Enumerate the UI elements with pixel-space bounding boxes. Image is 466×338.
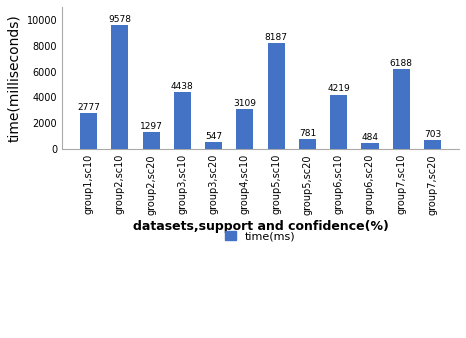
Text: 4219: 4219 [327,84,350,93]
Bar [143,148,160,149]
Bar [205,142,222,149]
Bar [392,148,410,149]
Text: 703: 703 [424,130,441,139]
Y-axis label: time(milliseconds): time(milliseconds) [7,14,21,142]
Text: 8187: 8187 [265,33,288,42]
Bar [236,148,254,149]
Bar [361,143,378,149]
Bar [361,148,378,149]
Bar [424,140,441,149]
Bar [143,132,160,149]
Text: 2777: 2777 [77,103,100,112]
Bar [330,148,347,149]
Text: 9578: 9578 [109,15,131,24]
Text: 3109: 3109 [233,99,256,108]
X-axis label: datasets,support and confidence(%): datasets,support and confidence(%) [133,220,389,233]
Text: 484: 484 [362,133,378,142]
Bar [111,25,129,149]
Bar [174,148,191,149]
Bar [80,148,97,149]
Bar [236,109,254,149]
Bar [392,69,410,149]
Legend: time(ms): time(ms) [221,227,300,246]
Text: 781: 781 [299,129,316,138]
Bar [111,148,129,149]
Bar [299,139,316,149]
Text: 4438: 4438 [171,81,194,91]
Bar [330,95,347,149]
Text: 547: 547 [205,132,222,141]
Bar [174,92,191,149]
Bar [267,148,285,149]
Bar [299,148,316,149]
Text: 1297: 1297 [140,122,163,131]
Bar [424,148,441,149]
Bar [267,43,285,149]
Bar [205,148,222,149]
Text: 6188: 6188 [390,59,413,68]
Bar [80,113,97,149]
